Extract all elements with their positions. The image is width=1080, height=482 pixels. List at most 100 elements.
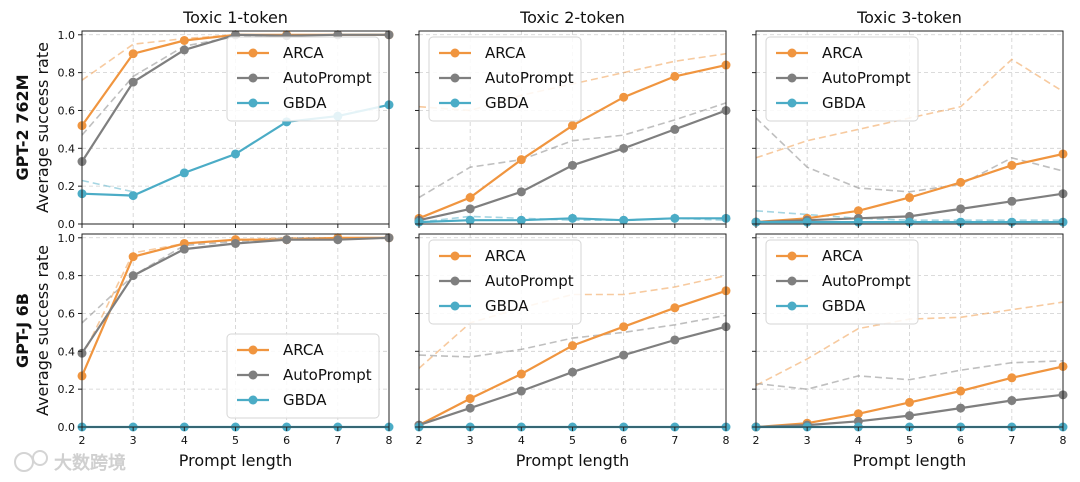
legend-marker-autoprompt [450, 73, 460, 83]
x-tick-label: 5 [906, 434, 913, 447]
legend-label-gbda: GBDA [485, 297, 529, 315]
data-point-autoprompt [128, 77, 138, 87]
legend-box [765, 239, 919, 325]
column-title-toxic-1-token: Toxic 1-token [182, 8, 288, 27]
x-tick-label: 3 [467, 434, 474, 447]
watermark-logo-icon [32, 450, 48, 466]
x-tick-label: 3 [804, 434, 811, 447]
y-tick-label: 0.4 [58, 142, 76, 155]
y-tick-label: 0.6 [58, 104, 76, 117]
legend-label-arca: ARCA [283, 44, 324, 62]
x-tick-label: 7 [671, 434, 678, 447]
data-point-autoprompt [619, 143, 629, 153]
row-label-gpt-j-6b: GPT-J 6B [13, 293, 32, 368]
legend-label-autoprompt: AutoPrompt [283, 366, 372, 384]
watermark-logo-icon [14, 452, 34, 472]
y-tick-label: 0.8 [58, 270, 76, 283]
y-tick-label: 1.0 [58, 29, 76, 42]
x-tick-label: 4 [181, 434, 188, 447]
data-point-arca [465, 193, 475, 203]
legend-marker-arca [787, 251, 797, 261]
y-tick-label: 0.4 [58, 345, 76, 358]
legend-marker-gbda [248, 98, 258, 108]
data-point-autoprompt [568, 367, 577, 377]
panel-r0-c0: 0.0 0.2 0.4 0.6 0.8 1.0 ARCA AutoPrompt GBDA [58, 29, 394, 231]
x-tick-label: 7 [1008, 434, 1015, 447]
data-point-arca [670, 303, 680, 313]
legend-marker-gbda [787, 98, 797, 108]
dashed-line-autoprompt [418, 314, 727, 358]
data-point-autoprompt [465, 204, 475, 214]
legend: ARCA AutoPrompt GBDA [226, 36, 380, 122]
legend-box [226, 333, 380, 419]
legend-box [428, 36, 582, 122]
data-point-autoprompt [956, 403, 966, 413]
y-tick-label: 0.2 [58, 180, 76, 193]
legend-marker-autoprompt [787, 276, 797, 286]
legend-marker-autoprompt [248, 73, 258, 83]
x-tick-label: 5 [232, 434, 239, 447]
dashed-line-gbda [81, 179, 134, 193]
data-point-autoprompt [956, 204, 966, 214]
data-point-gbda [231, 149, 240, 159]
data-point-gbda [128, 191, 138, 201]
panel-r1-c2: 2 3 4 5 6 7 8 Prompt length ARCA AutoPrompt GBDA [751, 233, 1068, 470]
x-axis-label: Prompt length [179, 451, 292, 470]
y-tick-label: 0.0 [58, 421, 76, 434]
data-point-arca [1007, 160, 1017, 170]
data-point-arca [956, 386, 966, 396]
x-tick-label: 8 [723, 434, 730, 447]
legend-label-autoprompt: AutoPrompt [283, 69, 372, 87]
data-point-autoprompt [619, 350, 629, 360]
y-tick-label: 0.0 [58, 218, 76, 231]
data-point-arca [619, 92, 629, 102]
x-tick-label: 4 [518, 434, 525, 447]
panel-r0-c1: ARCA AutoPrompt GBDA [414, 30, 731, 228]
legend: ARCA AutoPrompt GBDA [428, 239, 582, 325]
data-point-arca [568, 341, 577, 351]
data-point-arca [905, 193, 914, 203]
y-tick-label: 0.2 [58, 383, 76, 396]
legend: ARCA AutoPrompt GBDA [428, 36, 582, 122]
data-point-autoprompt [905, 411, 914, 421]
data-point-autoprompt [516, 386, 526, 396]
legend-label-arca: ARCA [485, 247, 526, 265]
legend-marker-gbda [248, 395, 258, 405]
legend-label-autoprompt: AutoPrompt [485, 69, 574, 87]
row-label-gpt-2-762m: GPT-2 762M [13, 74, 32, 180]
legend-marker-arca [450, 48, 460, 58]
data-point-autoprompt [179, 45, 189, 55]
legend-label-autoprompt: AutoPrompt [485, 272, 574, 290]
legend-label-arca: ARCA [485, 44, 526, 62]
data-point-autoprompt [465, 403, 475, 413]
legend-marker-arca [248, 345, 258, 355]
watermark-text: 大数跨境 [54, 452, 126, 474]
data-point-gbda [465, 215, 475, 225]
legend-marker-gbda [787, 301, 797, 311]
legend-label-arca: ARCA [822, 44, 863, 62]
legend-marker-gbda [450, 301, 460, 311]
data-point-gbda [670, 213, 680, 223]
data-point-gbda [619, 215, 629, 225]
data-point-arca [1007, 373, 1017, 383]
x-tick-label: 2 [416, 434, 423, 447]
panel-r1-c0: 0.0 0.2 0.4 0.6 0.8 1.0 2 3 4 5 6 7 8 Prompt length AR… [58, 232, 394, 470]
x-axis-label: Prompt length [853, 451, 966, 470]
data-point-autoprompt [231, 238, 240, 248]
legend-marker-gbda [450, 98, 460, 108]
legend-label-gbda: GBDA [822, 297, 866, 315]
data-point-autoprompt [516, 187, 526, 197]
dashed-line-autoprompt [755, 117, 1064, 193]
data-point-arca [956, 177, 966, 187]
legend-label-arca: ARCA [283, 341, 324, 359]
legend-label-arca: ARCA [822, 247, 863, 265]
legend-label-gbda: GBDA [485, 94, 529, 112]
legend-label-gbda: GBDA [283, 391, 327, 409]
data-point-gbda [568, 213, 577, 223]
data-point-autoprompt [1007, 196, 1017, 206]
legend-marker-arca [787, 48, 797, 58]
x-tick-label: 2 [79, 434, 86, 447]
data-point-autoprompt [670, 335, 680, 345]
data-point-arca [516, 155, 526, 165]
